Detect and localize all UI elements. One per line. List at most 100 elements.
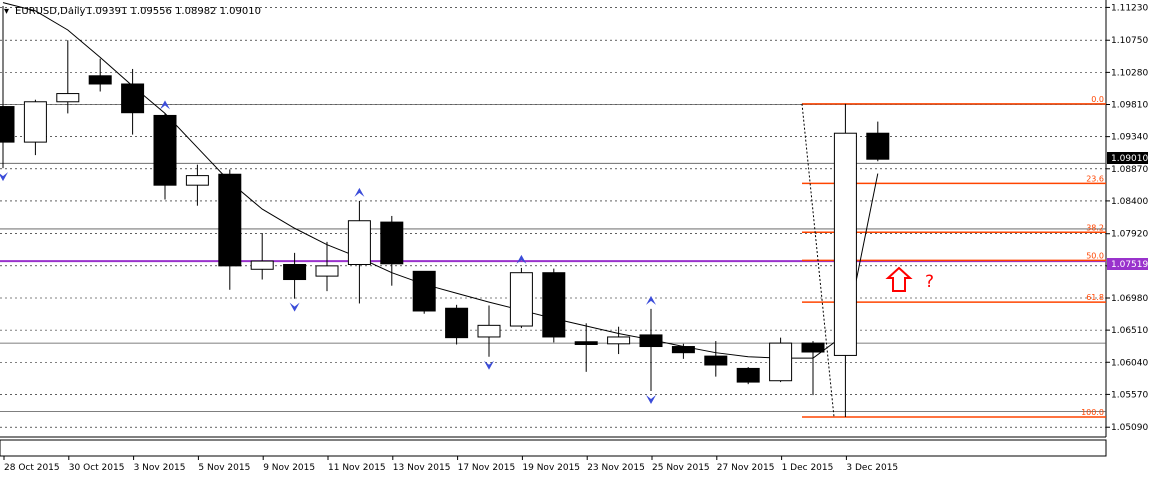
price-tick-label: 1.09340 xyxy=(1111,133,1148,143)
time-tick-label: 27 Nov 2015 xyxy=(717,463,775,473)
candle-body xyxy=(185,175,209,186)
current-price-label: 1.09010 xyxy=(1107,152,1148,164)
candle-body xyxy=(704,355,728,366)
candle-body xyxy=(23,101,47,143)
candle xyxy=(185,164,209,206)
time-tick-label: 3 Nov 2015 xyxy=(134,463,186,473)
candle xyxy=(801,341,825,396)
candle-body xyxy=(639,334,663,348)
candle-body xyxy=(445,307,469,339)
candle xyxy=(542,268,566,343)
candle-body xyxy=(0,106,15,143)
fib-level-label: 61.8 xyxy=(1086,293,1104,302)
candle-body xyxy=(833,132,857,356)
time-tick-label: 17 Nov 2015 xyxy=(458,463,516,473)
fractal-down-icon xyxy=(484,360,494,370)
candle xyxy=(250,233,274,280)
chart-ohlc: 1.09391 1.09556 1.08982 1.09010 xyxy=(86,6,261,17)
time-tick-label: 1 Dec 2015 xyxy=(782,463,834,473)
candle-body xyxy=(542,272,566,338)
candle xyxy=(0,6,15,169)
candle xyxy=(218,169,242,290)
chart-symbol: EURUSD,Daily xyxy=(15,6,86,17)
price-tick-label: 1.05090 xyxy=(1111,423,1148,433)
candle-body xyxy=(509,272,533,327)
fib-level-label: 50.0 xyxy=(1086,251,1104,260)
candle xyxy=(736,367,760,385)
fractal-down-icon xyxy=(0,172,8,182)
candle-body xyxy=(801,342,825,353)
time-axis: 28 Oct 2015 30 Oct 2015 3 Nov 2015 5 Nov 20… xyxy=(3,456,898,473)
time-tick-label: 19 Nov 2015 xyxy=(522,463,580,473)
time-tick-label: 28 Oct 2015 xyxy=(4,463,60,473)
candle xyxy=(833,103,857,417)
fractals xyxy=(0,100,656,404)
candle xyxy=(380,215,404,286)
candle-body xyxy=(218,173,242,267)
fib-level-label: 100.0 xyxy=(1081,408,1104,417)
candle xyxy=(412,270,436,314)
candle xyxy=(509,267,533,329)
candle xyxy=(445,304,469,345)
price-tick-label: 1.06980 xyxy=(1111,294,1148,304)
candle-body xyxy=(56,93,80,103)
price-tick-label: 1.05570 xyxy=(1111,390,1148,400)
candle xyxy=(88,58,112,92)
price-tick-label: 1.10280 xyxy=(1111,68,1148,78)
level-price-value: 1.07519 xyxy=(1111,260,1148,270)
price-tick-label: 1.09810 xyxy=(1111,101,1148,111)
time-tick-label: 3 Dec 2015 xyxy=(846,463,898,473)
candle xyxy=(574,323,598,372)
chart-header-triangle[interactable]: ▾ xyxy=(4,6,9,17)
candle xyxy=(866,121,890,162)
fib-trend-line xyxy=(801,103,835,418)
time-tick-label: 5 Nov 2015 xyxy=(198,463,250,473)
candle xyxy=(283,252,307,299)
candle xyxy=(153,113,177,200)
price-tick-label: 1.08870 xyxy=(1111,165,1148,175)
candle-body xyxy=(412,270,436,312)
candle-body xyxy=(866,132,890,160)
candle xyxy=(639,308,663,391)
fib-level-label: 38.2 xyxy=(1086,223,1104,232)
candle xyxy=(769,337,793,383)
candle-body xyxy=(250,260,274,270)
question-annotation: ? xyxy=(925,272,934,292)
time-tick-label: 13 Nov 2015 xyxy=(393,463,451,473)
candle-body xyxy=(736,367,760,383)
candle xyxy=(347,200,371,304)
fractal-down-icon xyxy=(646,394,656,404)
candle-body xyxy=(477,324,501,338)
candle-body xyxy=(283,263,307,281)
candle xyxy=(315,241,339,292)
time-tick-label: 25 Nov 2015 xyxy=(652,463,710,473)
candle-body xyxy=(607,336,631,345)
candle xyxy=(477,305,501,357)
fib-level-label: 0.0 xyxy=(1091,95,1104,104)
candle xyxy=(671,343,695,359)
fib-level-label: 23.6 xyxy=(1086,174,1104,183)
up-arrow-icon xyxy=(885,266,913,292)
candle xyxy=(607,326,631,355)
time-tick-label: 23 Nov 2015 xyxy=(587,463,645,473)
candle-body xyxy=(347,220,371,265)
fractal-up-icon xyxy=(160,100,170,110)
time-tick-label: 30 Oct 2015 xyxy=(69,463,125,473)
price-tick-label: 1.11230 xyxy=(1111,3,1148,13)
candle xyxy=(56,40,80,114)
price-tick-label: 1.06510 xyxy=(1111,326,1148,336)
candle xyxy=(121,68,145,135)
fractal-up-icon xyxy=(646,295,656,305)
price-tick-label: 1.08400 xyxy=(1111,197,1148,207)
candle xyxy=(23,99,47,156)
fractal-down-icon xyxy=(289,302,300,312)
candle-body xyxy=(315,265,339,277)
candle-body xyxy=(153,114,177,186)
time-tick-label: 9 Nov 2015 xyxy=(263,463,315,473)
fibonacci-retracement: 0.0 23.6 38.2 50.0 61.8 100.0 xyxy=(801,95,1106,418)
fractal-up-icon xyxy=(354,187,365,197)
candle-body xyxy=(769,342,793,382)
candle xyxy=(704,341,728,377)
